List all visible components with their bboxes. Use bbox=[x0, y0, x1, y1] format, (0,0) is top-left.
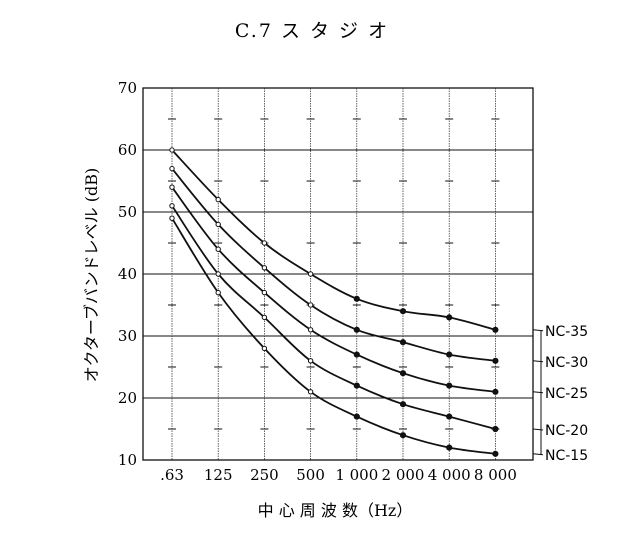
y-tick-label: 60 bbox=[118, 141, 137, 159]
data-point bbox=[307, 327, 314, 333]
data-point bbox=[215, 246, 221, 252]
y-tick-labels: 10 20 30 40 50 60 70 bbox=[118, 79, 137, 469]
data-point bbox=[261, 314, 268, 321]
x-tick-label: 500 bbox=[296, 466, 325, 484]
data-point bbox=[169, 165, 175, 172]
data-point bbox=[446, 382, 453, 389]
data-point bbox=[215, 221, 221, 228]
series-line-nc-25 bbox=[171, 186, 496, 393]
y-tick-label: 40 bbox=[118, 265, 137, 283]
data-point bbox=[446, 413, 453, 420]
x-tick-label: 1 000 bbox=[335, 466, 378, 484]
data-point bbox=[492, 450, 499, 457]
data-point bbox=[492, 425, 499, 433]
x-tick-label: .63 bbox=[160, 466, 184, 484]
x-tick-label: 250 bbox=[250, 466, 279, 484]
gridlines bbox=[143, 88, 533, 460]
series-leader bbox=[532, 329, 544, 332]
data-point bbox=[399, 370, 407, 377]
series-label: NC-25 bbox=[545, 386, 588, 402]
data-point bbox=[169, 215, 175, 221]
x-tick-label: 8 000 bbox=[474, 466, 517, 484]
series-label: NC-35 bbox=[545, 324, 588, 340]
series-line-nc-35 bbox=[171, 149, 496, 331]
data-point bbox=[307, 271, 314, 277]
data-point bbox=[261, 265, 268, 271]
y-tick-label: 50 bbox=[118, 203, 137, 221]
data-point bbox=[261, 240, 268, 246]
y-tick-label: 30 bbox=[118, 327, 137, 345]
data-point bbox=[492, 357, 499, 364]
data-point bbox=[353, 413, 360, 420]
data-point bbox=[215, 271, 221, 277]
data-point bbox=[307, 358, 314, 364]
y-axis-label: オクターブバンドレベル (dB) bbox=[82, 168, 101, 382]
x-tick-label: 125 bbox=[204, 466, 233, 484]
data-point bbox=[169, 184, 175, 190]
data-point bbox=[399, 308, 407, 315]
data-point bbox=[446, 351, 453, 358]
data-point bbox=[169, 203, 175, 209]
x-axis-label: 中 心 周 波 数（Hz） bbox=[258, 501, 413, 520]
y-tick-label: 70 bbox=[118, 79, 137, 97]
series-layer: NC-35 NC-30 NC-25 NC-20 NC-15 bbox=[169, 147, 588, 464]
data-point bbox=[261, 345, 268, 352]
data-point bbox=[307, 302, 314, 308]
data-point bbox=[215, 196, 221, 203]
series-label: NC-20 bbox=[545, 423, 588, 439]
data-point bbox=[492, 326, 499, 333]
series-label: NC-15 bbox=[545, 448, 588, 464]
data-point bbox=[307, 389, 314, 395]
data-point bbox=[353, 295, 360, 302]
data-point bbox=[399, 401, 407, 408]
data-point bbox=[399, 432, 407, 439]
data-point bbox=[261, 289, 268, 296]
data-point bbox=[353, 382, 360, 389]
data-point bbox=[492, 388, 499, 395]
data-point bbox=[446, 444, 453, 451]
y-tick-label: 10 bbox=[118, 451, 137, 469]
chart-title: C.7 ス タ ジ オ bbox=[235, 20, 389, 42]
x-tick-labels: .63 125 250 500 1 000 2 000 4 000 8 000 bbox=[160, 466, 517, 484]
data-point bbox=[446, 314, 453, 321]
data-point bbox=[353, 326, 360, 333]
data-point bbox=[353, 351, 360, 358]
data-point bbox=[399, 339, 407, 346]
x-tick-label: 4 000 bbox=[428, 466, 471, 484]
series-label: NC-30 bbox=[545, 355, 588, 371]
y-tick-label: 20 bbox=[118, 389, 137, 407]
x-tick-label: 2 000 bbox=[382, 466, 425, 484]
data-point bbox=[169, 147, 175, 153]
data-point bbox=[215, 289, 221, 296]
series-line-nc-30 bbox=[171, 168, 496, 362]
